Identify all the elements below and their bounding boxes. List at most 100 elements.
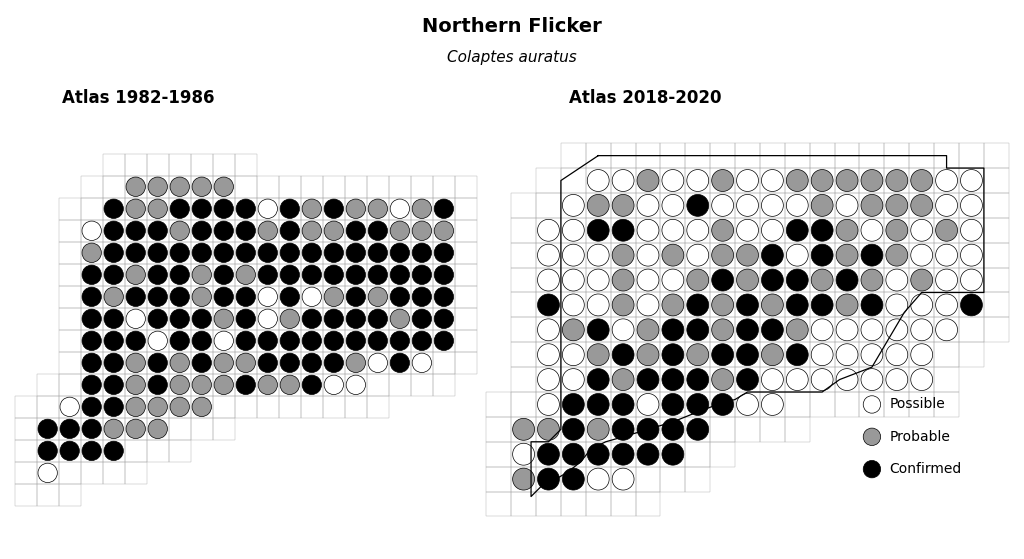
Bar [213,352,234,374]
Circle shape [837,319,858,341]
Circle shape [612,418,634,440]
Bar [685,268,711,292]
Bar [536,168,561,193]
Bar [125,396,146,418]
Circle shape [687,418,709,440]
Bar [301,198,323,220]
Bar [190,352,213,374]
Bar [859,367,885,392]
Bar [810,168,835,193]
Bar [536,318,561,342]
Circle shape [82,287,101,306]
Bar [984,318,1009,342]
Bar [455,198,477,220]
Bar [125,286,146,308]
Bar [660,292,685,318]
Circle shape [214,309,233,329]
Bar [146,396,169,418]
Circle shape [936,269,957,291]
Circle shape [369,287,387,306]
Bar [636,491,660,517]
Bar [279,176,301,198]
Circle shape [612,294,634,316]
Circle shape [687,319,709,341]
Circle shape [936,195,957,216]
Circle shape [861,244,883,266]
Bar [561,243,586,268]
Circle shape [346,309,366,329]
Circle shape [736,368,759,391]
Bar [685,342,711,367]
Bar [810,367,835,392]
Bar [169,264,190,286]
Circle shape [886,294,907,316]
Bar [190,198,213,220]
Circle shape [538,219,559,241]
Bar [511,243,536,268]
Bar [685,168,711,193]
Bar [146,418,169,440]
Bar [455,220,477,241]
Circle shape [762,219,783,241]
Circle shape [961,219,982,241]
Circle shape [193,397,211,416]
Circle shape [390,199,410,219]
Bar [984,243,1009,268]
Circle shape [662,418,684,440]
Bar [561,367,586,392]
Bar [345,352,367,374]
Circle shape [712,394,733,415]
Circle shape [811,195,834,216]
Bar [610,318,636,342]
Bar [885,143,909,168]
Bar [125,418,146,440]
Circle shape [281,375,299,395]
Bar [102,352,125,374]
Circle shape [936,319,957,341]
Circle shape [786,195,808,216]
Bar [169,241,190,264]
Circle shape [612,319,634,341]
Circle shape [662,344,684,366]
Bar [389,241,411,264]
Bar [102,440,125,462]
Bar [511,342,536,367]
Circle shape [281,331,299,350]
Bar [511,392,536,417]
Bar [301,241,323,264]
Bar [959,292,984,318]
Bar [984,193,1009,218]
Circle shape [281,265,299,285]
Bar [636,367,660,392]
Circle shape [281,309,299,329]
Bar [760,168,784,193]
Bar [784,292,810,318]
Bar [711,218,735,243]
Bar [685,417,711,442]
Circle shape [588,468,609,490]
Bar [125,440,146,462]
Circle shape [886,244,907,266]
Bar [102,308,125,330]
Circle shape [786,344,808,366]
Bar [146,241,169,264]
Circle shape [612,244,634,266]
Bar [636,243,660,268]
Text: Atlas 1982-1986: Atlas 1982-1986 [62,89,214,107]
Bar [934,268,959,292]
Circle shape [811,344,834,366]
Bar [536,268,561,292]
Bar [389,286,411,308]
Bar [323,176,345,198]
Bar [885,342,909,367]
Bar [511,442,536,467]
Bar [909,218,934,243]
Circle shape [588,368,609,391]
Bar [81,396,102,418]
Bar [411,176,433,198]
Circle shape [258,199,278,219]
Bar [455,264,477,286]
Bar [586,491,610,517]
Circle shape [170,287,189,306]
Circle shape [369,309,387,329]
